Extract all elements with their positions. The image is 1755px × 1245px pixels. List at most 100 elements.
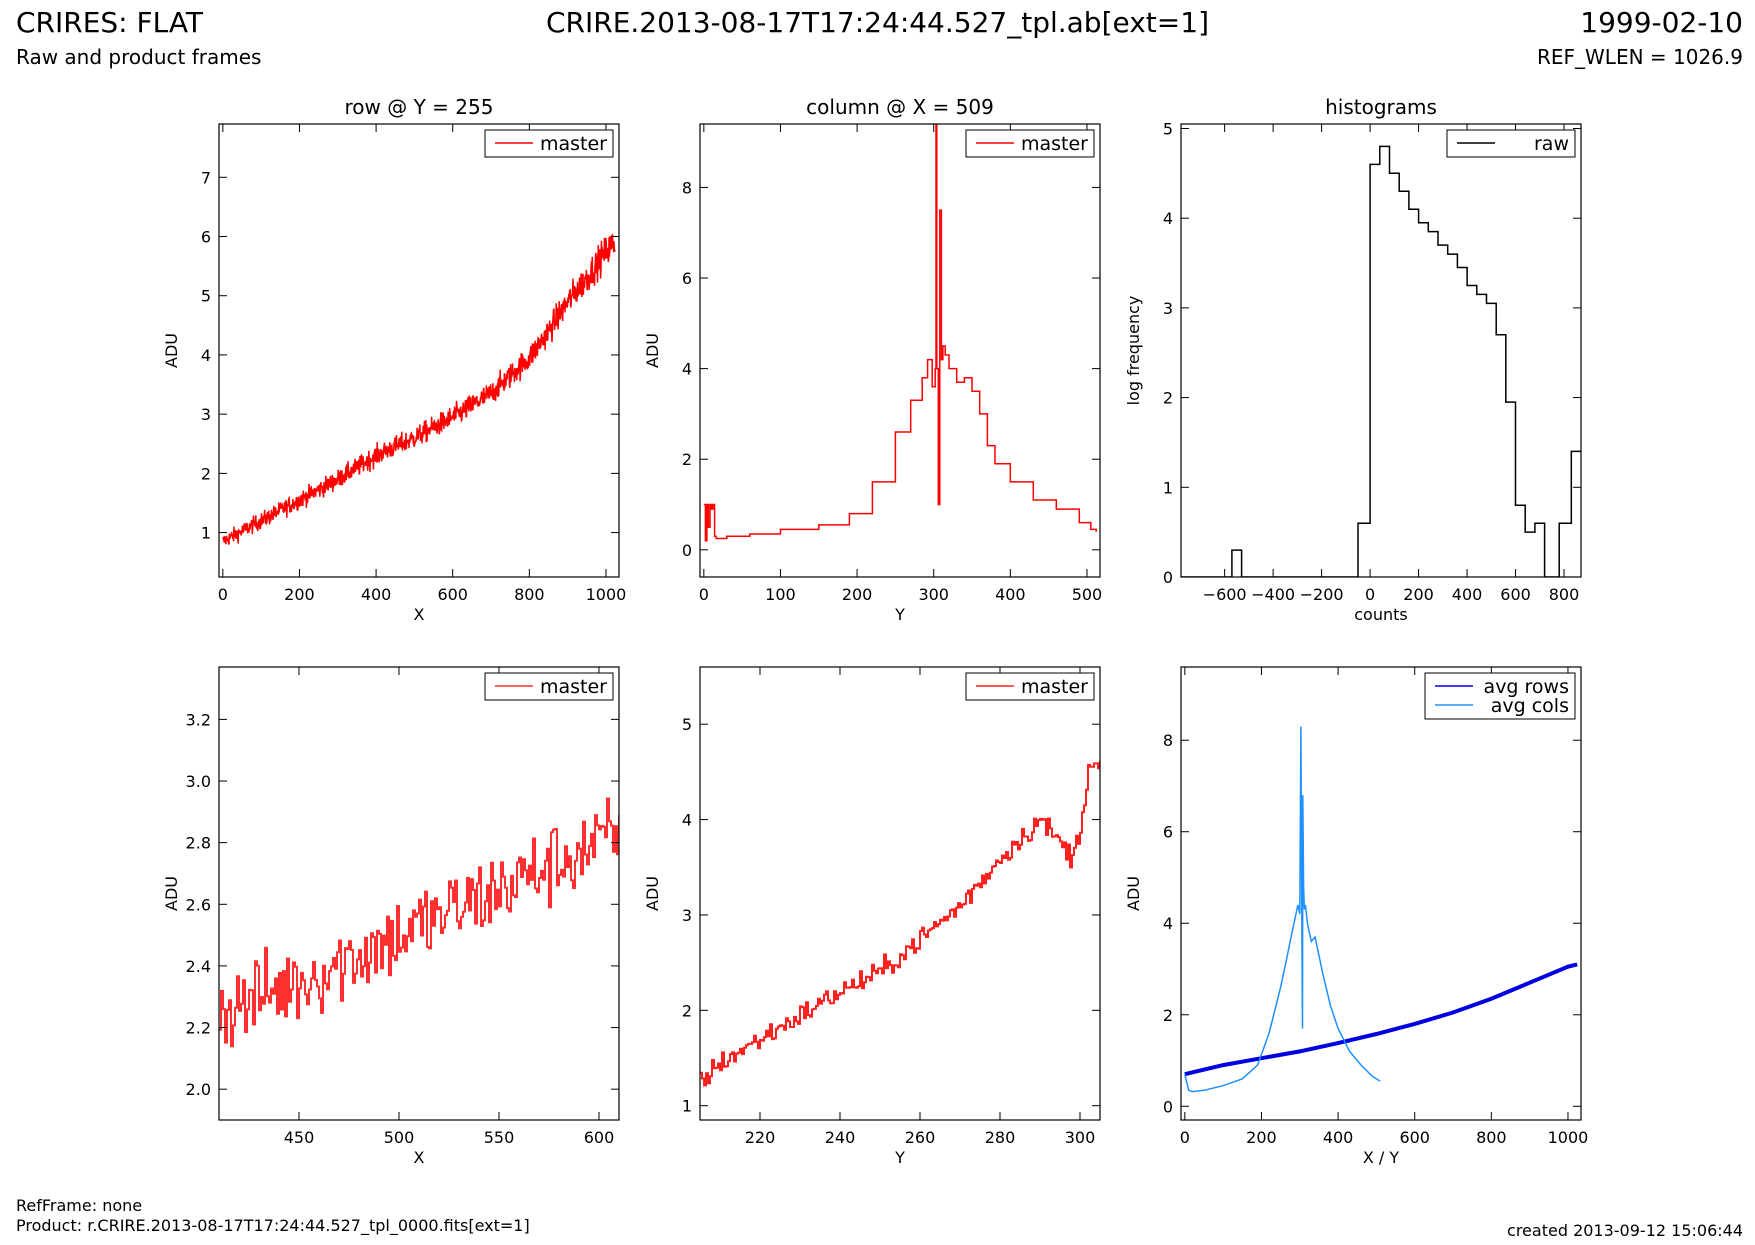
- ref-wlen-label: REF_WLEN = 1026.9: [1536, 45, 1743, 69]
- x-tick-label: 0: [1365, 585, 1375, 604]
- y-axis-label: ADU: [643, 333, 662, 368]
- figure-subtitle: Raw and product frames: [16, 45, 262, 69]
- x-axis-label: X: [414, 1148, 425, 1167]
- legend-label: master: [540, 133, 607, 155]
- x-tick-label: 800: [514, 585, 545, 604]
- x-tick-label: 300: [918, 585, 949, 604]
- plot-frame: [1180, 666, 1582, 1121]
- y-axis-label: ADU: [162, 876, 181, 911]
- x-tick-label: 500: [384, 1128, 415, 1147]
- y-tick-label: 2: [1163, 389, 1173, 408]
- plot-frame: [218, 123, 620, 578]
- panel-colzoom: 220 240 260 280 300 1 2 3 4 5 Y ADU master: [643, 666, 1101, 1167]
- y-tick-label: 8: [682, 178, 692, 197]
- series-line-master: [222, 233, 616, 545]
- y-tick-label: 6: [1163, 823, 1173, 842]
- series-line-master: [219, 797, 619, 1048]
- figure-title: CRIRES: FLAT: [16, 6, 203, 39]
- x-axis-label: Y: [894, 605, 905, 624]
- series-area: [219, 797, 619, 1048]
- series-line-raw: [1181, 145, 1581, 577]
- x-tick-label: 1000: [1548, 1128, 1589, 1147]
- y-axis-label: log frequency: [1124, 296, 1143, 406]
- x-tick-label: 600: [1500, 585, 1531, 604]
- y-tick-label: 0: [682, 541, 692, 560]
- series-line-master: [703, 124, 1097, 542]
- x-tick-label: 550: [484, 1128, 515, 1147]
- y-tick-label: 5: [201, 287, 211, 306]
- y-tick-label: 4: [1163, 209, 1173, 228]
- series-line-avg-cols: [1184, 726, 1381, 1093]
- y-tick-label: 2.8: [186, 834, 211, 853]
- y-tick-label: 2.2: [186, 1019, 211, 1038]
- legend-label: avg rows: [1484, 676, 1569, 698]
- plot-frame: [218, 666, 620, 1121]
- legend: master: [965, 129, 1095, 158]
- y-tick-label: 5: [1163, 119, 1173, 138]
- x-tick-label: 400: [995, 585, 1026, 604]
- series-area: [1181, 145, 1581, 577]
- y-tick-label: 2.6: [186, 895, 211, 914]
- x-tick-label: 500: [1072, 585, 1103, 604]
- y-tick-label: 1: [1163, 478, 1173, 497]
- chart-title: histograms: [1325, 95, 1437, 119]
- legend: master: [965, 672, 1095, 701]
- y-tick-label: 3: [1163, 299, 1173, 318]
- x-tick-label: 260: [905, 1128, 936, 1147]
- x-tick-label: 600: [1399, 1128, 1430, 1147]
- y-tick-label: 6: [201, 228, 211, 247]
- x-tick-label: 220: [745, 1128, 776, 1147]
- x-tick-label: 600: [437, 585, 468, 604]
- legend: master: [484, 672, 614, 701]
- x-tick-label: 0: [699, 585, 709, 604]
- plot-frame: [699, 123, 1101, 578]
- y-tick-label: 4: [201, 346, 211, 365]
- panel-hist: −600 −400 −200 0 200 400 600 800 0 1 2 3 4 5 histogram…: [1124, 95, 1582, 624]
- y-tick-label: 2: [201, 464, 211, 483]
- legend: raw: [1446, 129, 1576, 158]
- panel-avg: 0 200 400 600 800 1000 0 2 4 6 8 X / Y ADU avg rowsav…: [1124, 666, 1589, 1167]
- y-tick-label: 3: [201, 405, 211, 424]
- x-tick-label: 200: [842, 585, 873, 604]
- x-tick-label: −400: [1251, 585, 1295, 604]
- y-axis-label: ADU: [1124, 876, 1143, 911]
- y-tick-label: 3: [682, 906, 692, 925]
- y-tick-label: 4: [682, 360, 692, 379]
- y-tick-label: 2: [1163, 1006, 1173, 1025]
- panel-rowzoom: 450 500 550 600 2.0 2.2 2.4 2.6 2.8 3.0 3.2 X ADU mas…: [162, 666, 620, 1167]
- y-tick-label: 4: [682, 811, 692, 830]
- series-line-avg-rows: [1184, 962, 1578, 1077]
- refframe-label: RefFrame: none: [16, 1196, 143, 1215]
- plot-frame: [1180, 123, 1582, 578]
- x-tick-label: 600: [584, 1128, 615, 1147]
- x-tick-label: 0: [218, 585, 228, 604]
- file-name-title: CRIRE.2013-08-17T17:24:44.527_tpl.ab[ext…: [545, 6, 1209, 39]
- x-tick-label: 400: [1452, 585, 1483, 604]
- legend-label: master: [540, 676, 607, 698]
- y-tick-label: 8: [1163, 731, 1173, 750]
- y-axis-label: ADU: [162, 333, 181, 368]
- y-tick-label: 2: [682, 1001, 692, 1020]
- y-tick-label: 1: [201, 524, 211, 543]
- y-tick-label: 3.0: [186, 772, 211, 791]
- chart-title: row @ Y = 255: [345, 95, 494, 119]
- x-tick-label: 400: [1323, 1128, 1354, 1147]
- y-tick-label: 2.4: [186, 957, 211, 976]
- panel-col: 0 100 200 300 400 500 0 2 4 6 8 column @ X = 509 Y AD…: [643, 95, 1102, 624]
- x-tick-label: 200: [284, 585, 315, 604]
- x-tick-label: 1000: [586, 585, 627, 604]
- y-tick-label: 5: [682, 715, 692, 734]
- series-area: [700, 760, 1100, 1087]
- x-tick-label: 200: [1403, 585, 1434, 604]
- x-tick-label: 240: [825, 1128, 856, 1147]
- y-tick-label: 4: [1163, 914, 1173, 933]
- y-tick-label: 1: [682, 1097, 692, 1116]
- series-area: [222, 233, 616, 545]
- legend-label: avg cols: [1491, 695, 1569, 717]
- x-tick-label: 280: [985, 1128, 1016, 1147]
- y-tick-label: 2: [682, 450, 692, 469]
- x-tick-label: 0: [1180, 1128, 1190, 1147]
- y-tick-label: 0: [1163, 568, 1173, 587]
